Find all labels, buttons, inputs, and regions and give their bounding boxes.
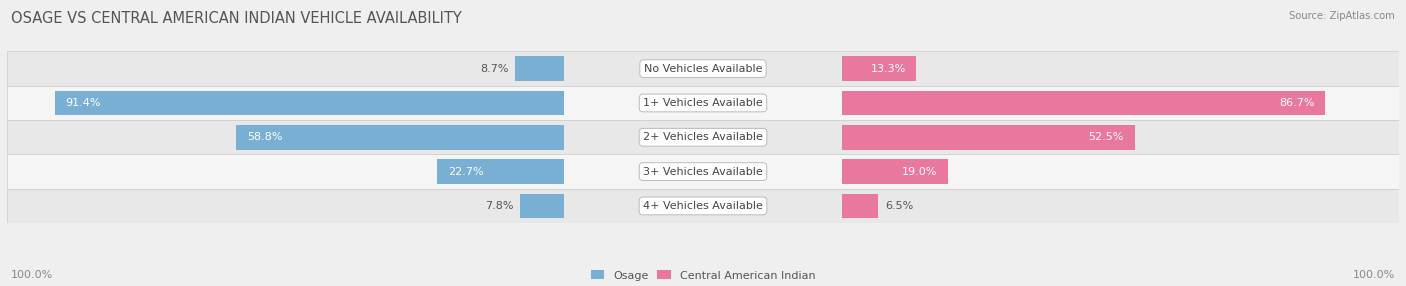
FancyBboxPatch shape [7, 86, 1399, 120]
Bar [842, 125, 1135, 150]
Text: 86.7%: 86.7% [1279, 98, 1315, 108]
Bar [516, 56, 564, 81]
Bar [842, 194, 879, 218]
Bar [437, 159, 564, 184]
Text: 100.0%: 100.0% [1353, 270, 1395, 280]
Text: 58.8%: 58.8% [247, 132, 283, 142]
Text: 7.8%: 7.8% [485, 201, 513, 211]
Bar [842, 91, 1324, 115]
Text: 3+ Vehicles Available: 3+ Vehicles Available [643, 167, 763, 176]
FancyBboxPatch shape [7, 154, 1399, 189]
FancyBboxPatch shape [7, 189, 1399, 223]
Text: OSAGE VS CENTRAL AMERICAN INDIAN VEHICLE AVAILABILITY: OSAGE VS CENTRAL AMERICAN INDIAN VEHICLE… [11, 11, 463, 26]
Text: No Vehicles Available: No Vehicles Available [644, 64, 762, 74]
Text: 4+ Vehicles Available: 4+ Vehicles Available [643, 201, 763, 211]
Text: 13.3%: 13.3% [870, 64, 905, 74]
Text: 52.5%: 52.5% [1088, 132, 1123, 142]
Legend: Osage, Central American Indian: Osage, Central American Indian [589, 268, 817, 283]
Text: 1+ Vehicles Available: 1+ Vehicles Available [643, 98, 763, 108]
Text: 8.7%: 8.7% [479, 64, 509, 74]
Bar [520, 194, 564, 218]
Bar [842, 56, 917, 81]
Bar [842, 159, 948, 184]
Text: Source: ZipAtlas.com: Source: ZipAtlas.com [1289, 11, 1395, 21]
Bar [55, 91, 564, 115]
Text: 91.4%: 91.4% [65, 98, 101, 108]
Text: 22.7%: 22.7% [449, 167, 484, 176]
Text: 6.5%: 6.5% [886, 201, 914, 211]
Text: 19.0%: 19.0% [903, 167, 938, 176]
FancyBboxPatch shape [7, 120, 1399, 154]
Bar [236, 125, 564, 150]
Text: 2+ Vehicles Available: 2+ Vehicles Available [643, 132, 763, 142]
FancyBboxPatch shape [7, 51, 1399, 86]
Text: 100.0%: 100.0% [11, 270, 53, 280]
